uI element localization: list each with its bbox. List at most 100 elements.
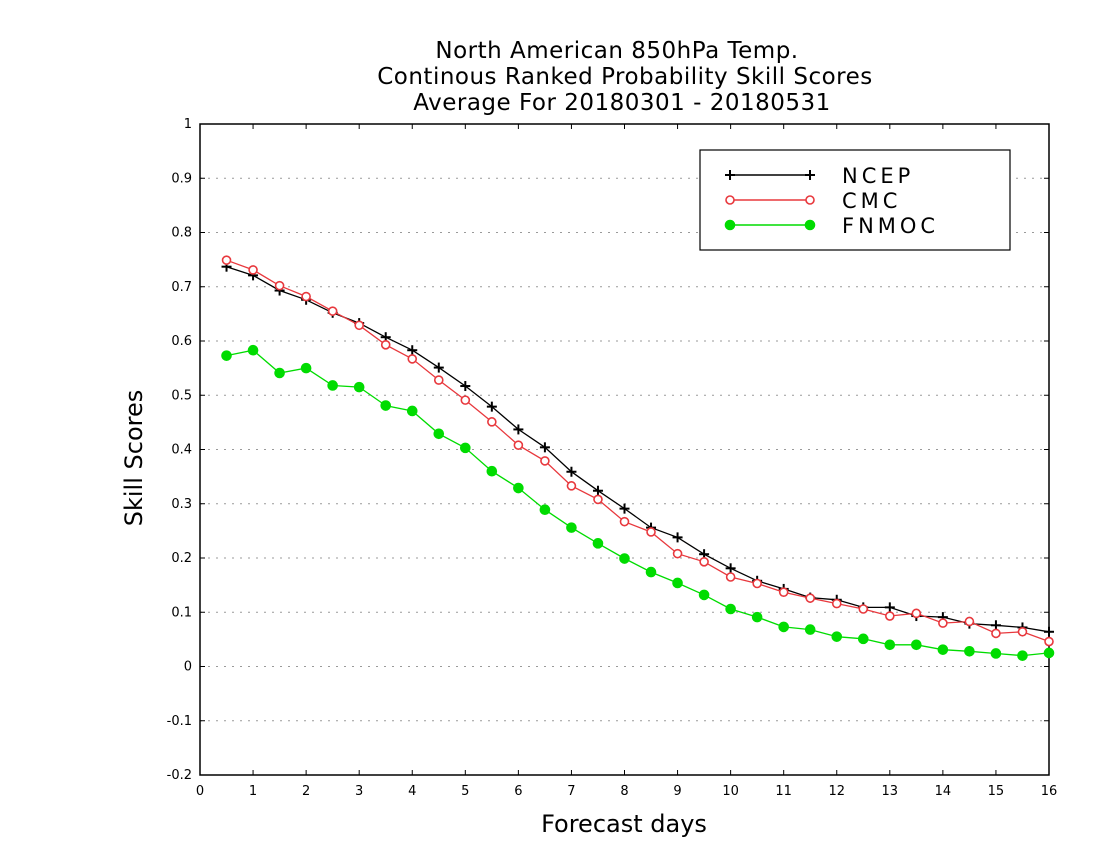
- y-tick-label: 0.1: [171, 605, 192, 620]
- legend-label-cmc: CMC: [842, 189, 901, 213]
- cmc-point: [1044, 636, 1054, 647]
- x-tick-label: 7: [567, 784, 575, 799]
- x-tick-label: 16: [1041, 784, 1058, 799]
- x-tick-label: 4: [408, 784, 416, 799]
- fnmoc-point: [911, 639, 922, 651]
- x-tick-label: 6: [514, 784, 522, 799]
- fnmoc-point: [380, 400, 392, 411]
- fnmoc-point: [247, 344, 259, 356]
- ncep-point: [460, 381, 471, 392]
- y-tick-label: 0.8: [171, 226, 192, 241]
- cmc-point: [274, 280, 285, 291]
- legend-marker-ncep: [805, 170, 815, 180]
- fnmoc-point: [539, 504, 551, 516]
- cmc-point: [778, 587, 789, 597]
- fnmoc-point: [778, 621, 789, 633]
- chart-title-line-2: Continous Ranked Probability Skill Score…: [377, 64, 873, 90]
- legend-item-ncep: NCEP: [725, 164, 914, 188]
- x-tick-label: 8: [620, 784, 628, 799]
- x-tick-label: 13: [882, 784, 899, 799]
- series-cmc: [221, 255, 1054, 647]
- cmc-point: [991, 628, 1001, 639]
- fnmoc-point: [804, 624, 816, 635]
- y-tick-label: 1: [184, 117, 192, 132]
- ncep-point: [619, 503, 630, 514]
- cmc-point: [885, 611, 895, 621]
- chart-title-line-1: North American 850hPa Temp.: [435, 38, 798, 64]
- fnmoc-point: [513, 482, 524, 494]
- cmc-point: [380, 339, 391, 350]
- y-tick-label: 0.4: [171, 443, 192, 458]
- fnmoc-point: [645, 566, 657, 578]
- ncep-line: [226, 266, 1050, 633]
- y-tick-label: -0.1: [167, 714, 192, 729]
- ncep-point: [884, 602, 895, 613]
- legend-marker-cmc: [725, 195, 735, 205]
- y-axis-title: Skill Scores: [120, 390, 148, 527]
- ncep-point: [725, 563, 736, 574]
- ncep-point: [566, 466, 577, 477]
- cmc-point: [487, 417, 497, 427]
- legend-marker-cmc: [805, 195, 815, 205]
- ncep-point: [539, 442, 550, 453]
- cmc-point: [725, 572, 736, 582]
- cmc-point: [301, 291, 311, 302]
- fnmoc-point: [486, 465, 498, 477]
- cmc-point: [540, 456, 550, 466]
- cmc-point: [566, 481, 577, 491]
- grid: [200, 177, 1049, 722]
- fnmoc-point: [751, 611, 763, 623]
- series-fnmoc: [221, 344, 1055, 661]
- x-tick-label: 0: [196, 784, 204, 799]
- fnmoc-point: [990, 648, 1002, 659]
- cmc-point: [619, 516, 630, 527]
- fnmoc-point: [433, 428, 445, 440]
- fnmoc-point: [1043, 647, 1055, 659]
- x-tick-label: 3: [355, 784, 363, 799]
- legend-marker-fnmoc: [804, 219, 816, 231]
- legend-marker-fnmoc: [724, 219, 736, 231]
- fnmoc-line: [226, 349, 1050, 657]
- ncep-point: [407, 345, 418, 356]
- fnmoc-point: [274, 367, 285, 379]
- x-tick-label: 1: [249, 784, 257, 799]
- cmc-point: [699, 556, 709, 567]
- cmc-point: [433, 375, 444, 385]
- legend-item-cmc: CMC: [725, 189, 901, 213]
- cmc-point: [938, 618, 948, 628]
- cmc-point: [221, 255, 232, 265]
- legend-label-ncep: NCEP: [842, 164, 914, 188]
- ncep-point: [486, 401, 497, 412]
- cmc-point: [354, 320, 364, 331]
- series-group: [221, 255, 1055, 661]
- cmc-point: [964, 616, 975, 627]
- x-tick-label: 15: [988, 784, 1005, 799]
- cmc-point: [646, 527, 656, 537]
- cmc-point: [327, 306, 338, 316]
- cmc-point: [460, 395, 471, 405]
- chart-title-line-3: Average For 20180301 - 20180531: [413, 90, 831, 116]
- cmc-point: [248, 265, 258, 275]
- fnmoc-point: [884, 639, 896, 651]
- x-tick-label: 11: [775, 784, 792, 799]
- cmc-point: [407, 354, 418, 364]
- cmc-point: [805, 593, 816, 603]
- cmc-point: [831, 598, 842, 609]
- cmc-point: [593, 494, 603, 505]
- fnmoc-point: [460, 442, 471, 454]
- x-tick-label: 12: [828, 784, 845, 799]
- x-tick-label: 2: [302, 784, 310, 799]
- y-tick-label: 0: [184, 660, 192, 675]
- cmc-point: [1017, 626, 1028, 637]
- x-axis-title: Forecast days: [541, 810, 707, 838]
- ncep-point: [990, 620, 1001, 631]
- chart-title: North American 850hPa Temp. Continous Ra…: [377, 38, 873, 116]
- cmc-point: [513, 440, 524, 450]
- fnmoc-point: [327, 380, 338, 391]
- fnmoc-point: [964, 646, 975, 657]
- fnmoc-point: [1017, 650, 1028, 661]
- fnmoc-point: [937, 644, 949, 655]
